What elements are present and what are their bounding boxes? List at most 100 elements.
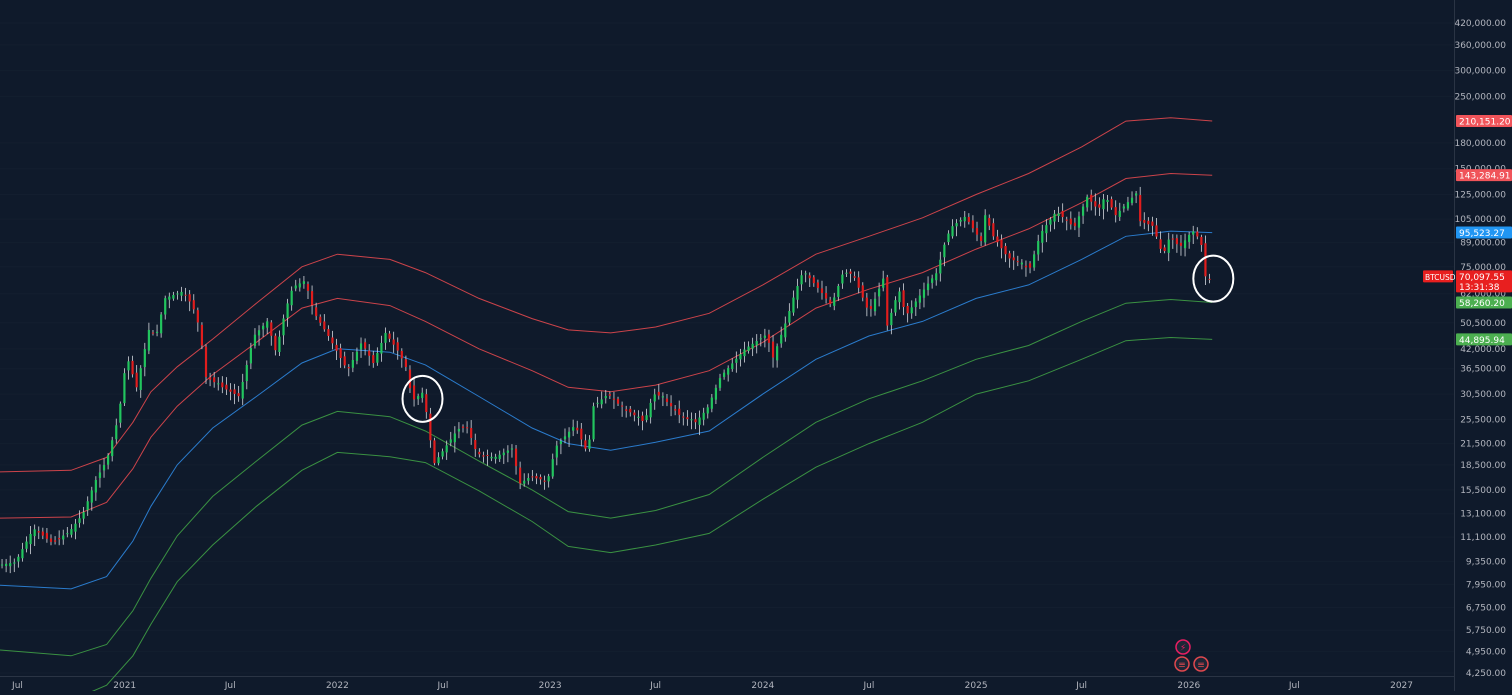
candle-body (1179, 242, 1183, 246)
candle-body (180, 291, 183, 296)
candle-body (580, 428, 583, 440)
candle-body (343, 356, 346, 366)
candle-body (751, 343, 754, 349)
price-label-lower-band-2 (1456, 333, 1512, 346)
candle-body (1090, 194, 1093, 202)
candle-body (1020, 262, 1023, 265)
candle-body (702, 412, 705, 420)
candle-body (727, 368, 730, 375)
candle-body (25, 541, 28, 549)
candle-body (984, 215, 987, 243)
candle-body (698, 417, 701, 425)
candle-body (502, 452, 505, 456)
candle-body (820, 288, 824, 294)
price-axis[interactable]: 420,000.00 360,000.00 300,000.00 250,000.00… (1454, 19, 1506, 679)
candle-body (1061, 210, 1064, 218)
candle-body (833, 297, 836, 306)
candle-body (514, 448, 518, 467)
candle-body (33, 529, 36, 537)
candle-body (767, 334, 771, 343)
candle-body (637, 416, 640, 418)
candle-body (486, 454, 489, 456)
candle-body (351, 360, 354, 368)
candle-body (755, 341, 758, 346)
candle-body (331, 337, 334, 344)
candle-body (1016, 261, 1019, 263)
series-lower-band-2 (82, 336, 1213, 695)
candle-body (115, 425, 118, 440)
candle-body (176, 293, 179, 295)
us-flag-icon[interactable] (1174, 656, 1190, 672)
candle-body (869, 306, 873, 309)
candle-body (270, 322, 273, 336)
candle-body (996, 236, 999, 243)
y-tick-label: 250,000.00 (1454, 92, 1506, 102)
candle-body (396, 342, 399, 351)
us-flag-icon-glyph: ≡ (1178, 661, 1186, 671)
candle-body (527, 477, 530, 481)
candle-body (196, 310, 199, 323)
candle-body (376, 352, 379, 363)
candle-body (955, 223, 958, 227)
candle-body (882, 278, 885, 288)
candle-body (506, 450, 509, 453)
candle-body (41, 531, 44, 536)
candle-body (143, 349, 146, 368)
candle-body (278, 336, 281, 352)
annotations (401, 254, 1235, 423)
candle-body (747, 346, 750, 351)
candle-body (563, 436, 567, 440)
candle-body (914, 301, 917, 308)
y-tick-label: 125,000.00 (1454, 191, 1506, 201)
candle-body (743, 349, 746, 357)
candle-body (947, 233, 950, 243)
us-flag-icon[interactable] (1193, 656, 1209, 672)
candle-body (135, 372, 138, 388)
candle-body (592, 406, 595, 440)
candle-body (841, 274, 844, 284)
price-label-text: 58,260.20 (1459, 299, 1505, 309)
candle-body (759, 338, 762, 340)
candle-body (188, 294, 191, 302)
candle-body (319, 316, 322, 323)
candle-body (98, 472, 102, 478)
annotation-circle-2022 (401, 374, 444, 423)
candle-body (718, 378, 722, 388)
candle-body (612, 398, 616, 400)
lightning-icon[interactable] (1175, 639, 1191, 655)
price-label-last-price (1456, 270, 1512, 293)
candle-body (926, 283, 930, 291)
price-label-upper-band-1 (1456, 169, 1512, 182)
y-tick-label: 6,750.00 (1466, 604, 1506, 614)
candle-body (37, 531, 40, 533)
y-tick-label: 5,750.00 (1466, 626, 1506, 636)
candle-body (584, 440, 587, 449)
candle-body (327, 329, 330, 336)
series-basis (0, 230, 1213, 590)
time-axis[interactable]: Jul 2021 Jul 2022 Jul 2023 Jul 2024 Jul 2025 Jul 20… (11, 681, 1413, 691)
candle-body (384, 332, 387, 343)
candle-body (437, 457, 440, 464)
candle-body (535, 476, 538, 479)
candle-body (323, 321, 326, 330)
candle-body (217, 383, 220, 385)
candle-body (453, 433, 456, 443)
candle-body (164, 298, 167, 315)
candle-body (645, 415, 648, 421)
candle-body (816, 282, 820, 288)
candle-body (257, 330, 261, 336)
candle-body (286, 303, 289, 318)
candle-body (710, 397, 713, 409)
event-icons[interactable]: ⚡ ≡ ≡ (1174, 639, 1209, 672)
candle-body (425, 394, 428, 413)
candle-body (959, 220, 962, 222)
candle-body (763, 335, 766, 338)
candle-body (200, 324, 204, 346)
x-tick-label: Jul (862, 681, 874, 691)
candle-body (808, 275, 811, 279)
candle-body (669, 403, 673, 407)
candle-body (21, 549, 24, 559)
candle-body (1147, 220, 1150, 225)
